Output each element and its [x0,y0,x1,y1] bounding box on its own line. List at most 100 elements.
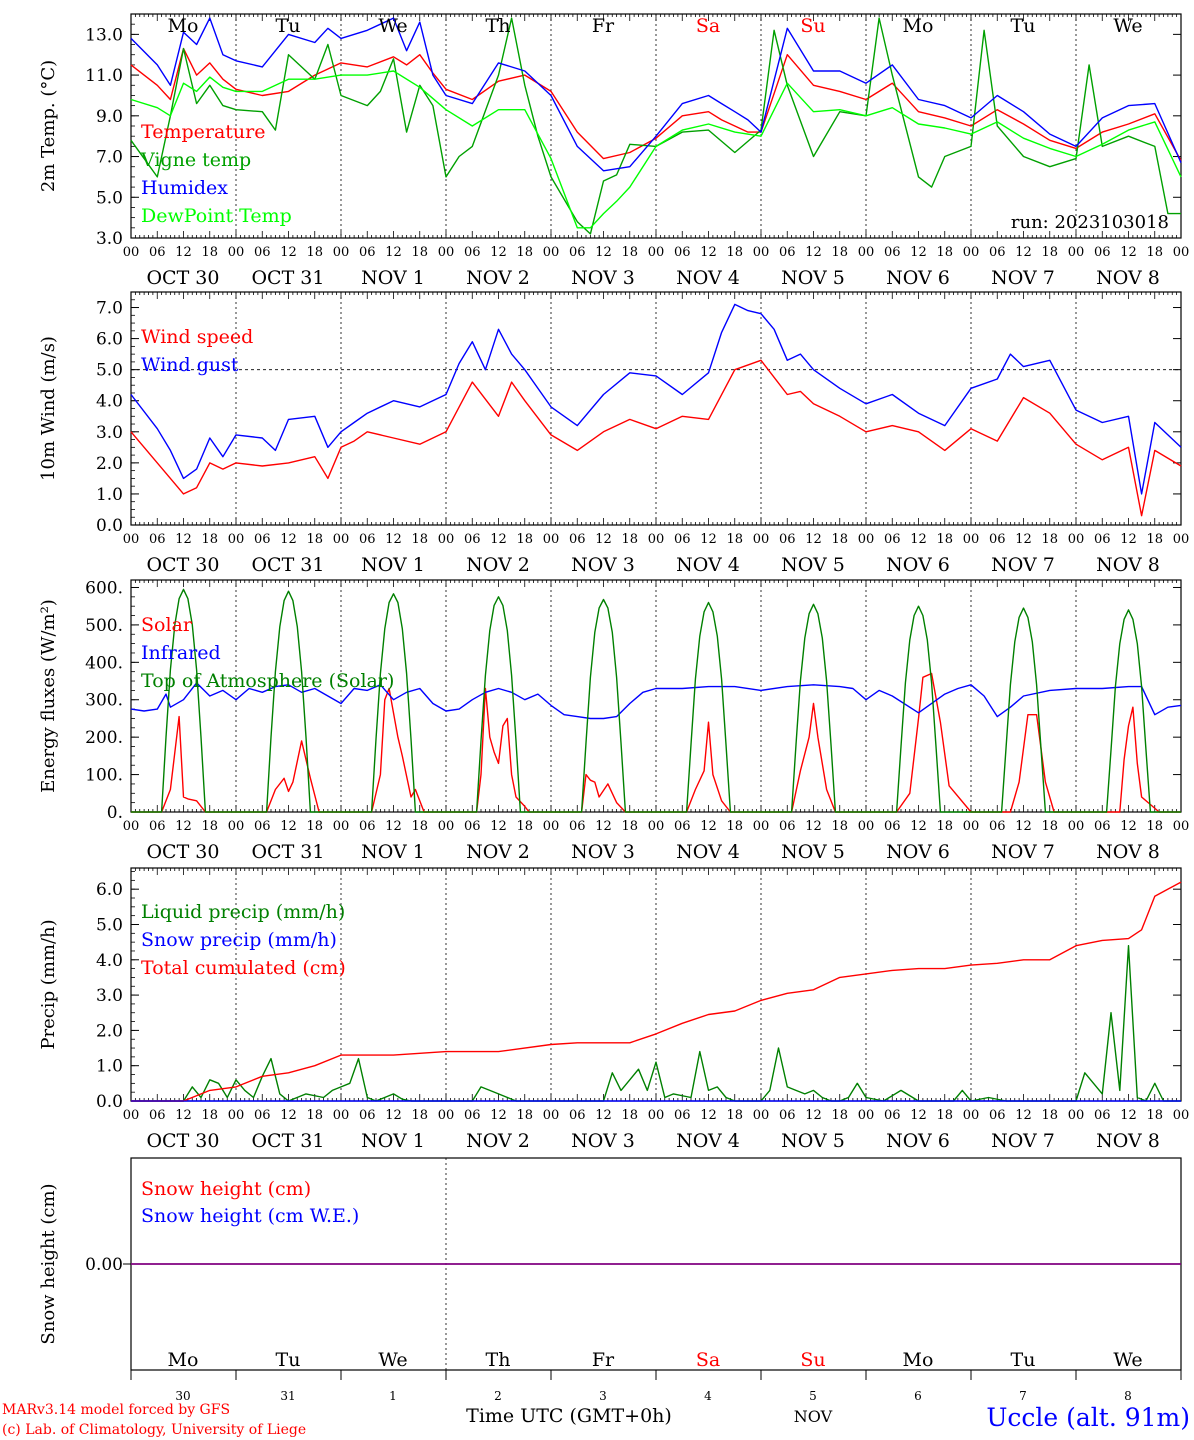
y-tick-label: 400. [85,653,123,673]
energy-series [130,588,1182,813]
day-number-label: 7 [1019,1389,1027,1403]
hour-tick-label: 18 [726,245,743,260]
hour-tick-label: 18 [201,532,218,547]
legend-entry: Vigne temp [140,149,251,171]
y-tick-label: 100. [85,766,123,786]
hour-tick-label: 00 [1068,1108,1085,1123]
snow-axis-ticks [123,1263,1182,1380]
hour-tick-label: 06 [779,245,796,260]
y-tick-label: 5.0 [96,915,123,935]
legend-entry: Total cumulated (cm) [141,957,346,979]
hour-tick-label: 18 [1146,819,1163,834]
date-label: NOV 1 [361,267,425,289]
weekday-label: Th [486,1349,511,1371]
date-label: OCT 31 [251,1130,324,1152]
hour-tick-label: 18 [1041,819,1058,834]
hour-tick-label: 18 [411,819,428,834]
y-tick-label: 13.0 [85,25,123,45]
hour-tick-label: 12 [1120,1108,1137,1123]
date-label: NOV 5 [781,841,845,863]
hour-tick-label: 12 [700,245,717,260]
day-number-label: 2 [494,1389,502,1403]
date-label: NOV 7 [991,267,1055,289]
hour-tick-label: 12 [490,1108,507,1123]
precip-y-axis-title: Precip (mm/h) [38,919,59,1049]
wind-legend: Wind speed Wind gust [141,326,253,376]
hour-tick-label: 18 [1146,532,1163,547]
series-line [131,672,1181,813]
hour-tick-label: 18 [306,245,323,260]
hour-tick-label: 00 [438,819,455,834]
day-number-label: 5 [809,1389,817,1403]
hour-tick-label: 12 [910,819,927,834]
hour-tick-label: 06 [674,532,691,547]
weekday-label: Su [800,1349,825,1371]
y-tick-label: 9.0 [96,107,123,127]
model-credit: MARv3.14 model forced by GFS [2,1402,230,1418]
hour-tick-label: 12 [1015,819,1032,834]
day-number-label: 31 [280,1389,295,1403]
hour-tick-label: 00 [1173,245,1190,260]
hour-tick-label: 00 [438,532,455,547]
hour-tick-label: 12 [910,532,927,547]
date-label: NOV 4 [676,554,740,576]
weekday-label: Mo [903,1349,934,1371]
hour-tick-label: 00 [1173,532,1190,547]
date-label: NOV 2 [466,267,530,289]
weekday-label: Su [800,15,825,37]
hour-tick-label: 06 [254,532,271,547]
y-tick-label: 6.0 [96,330,123,350]
legend-entry: Snow precip (mm/h) [141,929,337,951]
hour-tick-label: 12 [385,1108,402,1123]
temperature-day-gridlines [235,14,1077,238]
hour-tick-label: 00 [333,245,350,260]
hour-tick-label: 12 [175,532,192,547]
hour-tick-label: 18 [516,532,533,547]
hour-tick-label: 18 [936,819,953,834]
hour-tick-label: 00 [333,532,350,547]
legend-entry: Wind gust [141,354,239,376]
legend-entry: Infrared [141,642,221,664]
hour-tick-label: 00 [228,1108,245,1123]
hour-tick-label: 12 [805,245,822,260]
hour-tick-label: 18 [726,819,743,834]
date-label: NOV 3 [571,554,635,576]
date-label: NOV 1 [361,1130,425,1152]
date-label: NOV 6 [886,841,950,863]
hour-tick-label: 06 [464,819,481,834]
weekday-label: Fr [592,1349,615,1371]
hour-tick-label: 00 [648,532,665,547]
hour-tick-label: 12 [595,532,612,547]
precip-legend: Liquid precip (mm/h) Snow precip (mm/h) To… [141,901,346,979]
weekday-label: Tu [276,15,301,37]
hour-tick-label: 06 [359,532,376,547]
hour-tick-label: 06 [569,1108,586,1123]
hour-tick-label: 12 [490,532,507,547]
legend-entry: Wind speed [141,326,253,348]
date-label: NOV 8 [1096,554,1160,576]
hour-tick-label: 00 [963,1108,980,1123]
date-label: NOV 1 [361,841,425,863]
hour-tick-label: 00 [858,532,875,547]
hour-tick-label: 06 [884,819,901,834]
series-line [130,682,1182,720]
hour-tick-label: 06 [989,245,1006,260]
lab-credit: (c) Lab. of Climatology, University of L… [2,1422,306,1438]
date-label: NOV 8 [1096,841,1160,863]
temperature-series [130,17,1182,235]
hour-tick-label: 00 [543,532,560,547]
hour-tick-label: 12 [595,1108,612,1123]
hour-tick-label: 00 [1173,1108,1190,1123]
hour-tick-label: 18 [831,1108,848,1123]
hour-tick-label: 06 [674,1108,691,1123]
weekday-label: Mo [168,1349,199,1371]
hour-tick-label: 18 [201,1108,218,1123]
hour-tick-label: 18 [831,532,848,547]
hour-tick-label: 06 [779,532,796,547]
day-number-label: 1 [389,1389,397,1403]
hour-tick-label: 06 [464,532,481,547]
series-line [130,303,1182,495]
y-tick-label: 0.00 [85,1255,123,1275]
